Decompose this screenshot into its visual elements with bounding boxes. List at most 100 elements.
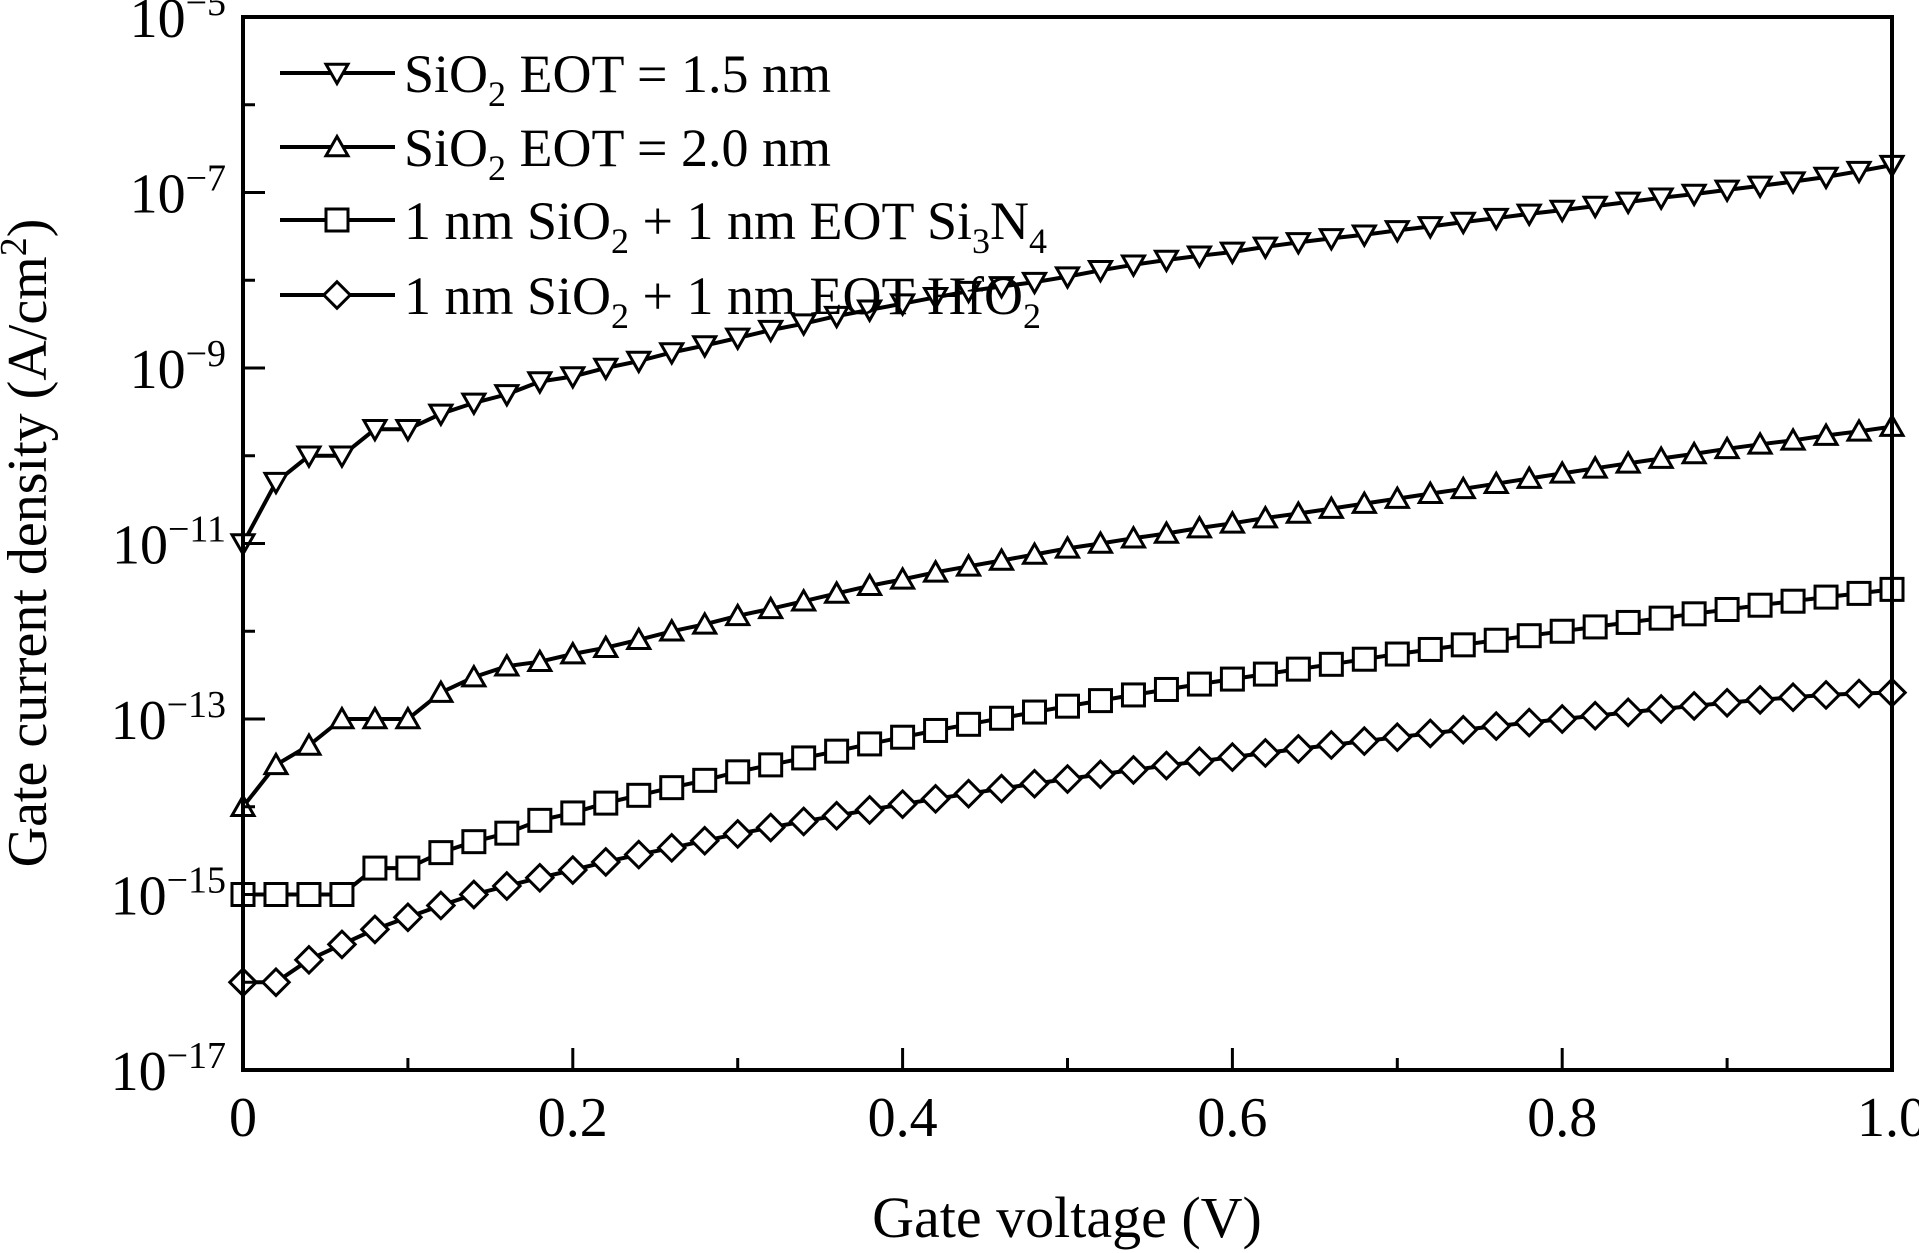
- series-1-point: [1284, 232, 1312, 256]
- y-tick-label: 10−13: [111, 684, 226, 752]
- series-1-point: [460, 392, 488, 417]
- series-2-point: [1416, 480, 1444, 504]
- series-2-point: [427, 679, 455, 703]
- series-2-point: [1383, 485, 1411, 509]
- series-2: [229, 413, 1906, 818]
- series-3-point: [560, 800, 586, 826]
- y-tick-label: 10−7: [130, 158, 226, 226]
- series-3-point: [1186, 671, 1212, 697]
- series-4-point: [1052, 763, 1083, 795]
- series-2-point: [625, 626, 653, 651]
- series-3-point: [1120, 682, 1146, 708]
- legend-label: 1 nm SiO2 + 1 nm EOT HfO2: [404, 266, 1041, 336]
- series-4-point: [986, 773, 1017, 804]
- series-3-point: [1417, 636, 1443, 662]
- series-3-point: [857, 731, 883, 757]
- series-2-point: [1647, 445, 1675, 469]
- series-2-point: [823, 579, 851, 604]
- series-4-point: [590, 846, 622, 878]
- series-2-point: [1053, 534, 1082, 559]
- series-1-point: [493, 384, 521, 408]
- series-2-point: [658, 617, 686, 642]
- series-1-point: [559, 366, 587, 390]
- series-1-point: [1713, 179, 1741, 204]
- series-2-point: [1317, 495, 1345, 519]
- series-4-point: [1810, 679, 1842, 711]
- series-3-point: [593, 790, 619, 816]
- series-4-point: [656, 832, 688, 864]
- series-4-point: [1019, 768, 1050, 800]
- legend-item-3: 1 nm SiO2 + 1 nm EOT Si3N4: [280, 191, 1047, 261]
- y-tick-label: 10−15: [111, 860, 226, 928]
- y-tick-label: 10−11: [112, 509, 226, 577]
- series-2-point: [1350, 490, 1378, 514]
- series-4-point: [1348, 725, 1380, 757]
- y-axis-label: Gate current density (A/cm2): [0, 219, 59, 868]
- legend-label: SiO2 EOT = 1.5 nm: [404, 44, 831, 114]
- series-2-point: [394, 705, 422, 730]
- series-2-point: [954, 552, 983, 577]
- series-2-point: [921, 558, 950, 583]
- series-2-point: [1515, 465, 1543, 489]
- legend-marker: [323, 133, 351, 158]
- series-1-point: [757, 319, 785, 344]
- series-2-point: [1185, 514, 1214, 539]
- series-3-point: [626, 782, 652, 808]
- series-3-point: [1747, 592, 1773, 618]
- series-2-point: [1680, 440, 1708, 465]
- series-4-point: [1250, 737, 1281, 769]
- series-4-point: [1381, 721, 1413, 753]
- series-1-point: [625, 350, 653, 375]
- series-4-point: [623, 839, 655, 870]
- series-4-point: [1118, 754, 1149, 786]
- x-tick-label: 0.8: [1527, 1087, 1597, 1149]
- series-2-point: [1152, 520, 1181, 544]
- series-4-point: [755, 812, 787, 843]
- series-4-point: [1744, 684, 1776, 716]
- series-4-point: [953, 778, 984, 809]
- series-1-point: [1218, 241, 1246, 266]
- series-4-point: [1711, 687, 1743, 719]
- series-1-point: [790, 313, 818, 338]
- series-1-point: [1449, 211, 1477, 236]
- series-1-point: [526, 371, 554, 396]
- series-4-point: [821, 800, 852, 832]
- series-4-point: [887, 788, 918, 820]
- series-3-point: [1252, 661, 1278, 687]
- series-2-point: [1086, 530, 1115, 554]
- series-2-point: [691, 610, 719, 635]
- series-4-point: [392, 901, 424, 933]
- series-2-point: [757, 595, 785, 620]
- series-2-point: [1746, 430, 1774, 455]
- series-3-point: [1714, 596, 1740, 622]
- series-1-point: [1020, 271, 1049, 296]
- series-3-point: [725, 759, 751, 785]
- series-1-point: [1053, 266, 1082, 291]
- series-2-point: [1119, 524, 1148, 549]
- series-3-point: [758, 752, 784, 778]
- series-2-point: [1845, 417, 1873, 442]
- series-3-point: [1087, 688, 1113, 714]
- series-2-point: [856, 572, 884, 597]
- x-tick-label: 1.0: [1857, 1087, 1919, 1149]
- legend-marker: [323, 62, 351, 87]
- series-3-point: [1813, 584, 1839, 610]
- series-4-point: [260, 966, 292, 998]
- series-4-point: [425, 890, 457, 921]
- series-2-point: [790, 587, 818, 612]
- series-4-point: [1085, 759, 1116, 790]
- series-2-line: [241, 424, 1893, 809]
- series-4-point: [491, 870, 523, 902]
- series-4-point: [1777, 681, 1809, 713]
- series-4-point: [359, 914, 391, 945]
- series-3-point: [461, 829, 487, 855]
- legend-marker: [324, 207, 350, 233]
- series-4: [227, 677, 1908, 998]
- series-1-point: [1119, 254, 1148, 279]
- series-3-point: [1681, 601, 1707, 627]
- series-1-point: [1515, 203, 1543, 228]
- series-2-point: [1581, 454, 1609, 479]
- series-2-point: [1284, 499, 1312, 524]
- series-3-point: [791, 745, 817, 771]
- series-2-point: [987, 547, 1016, 571]
